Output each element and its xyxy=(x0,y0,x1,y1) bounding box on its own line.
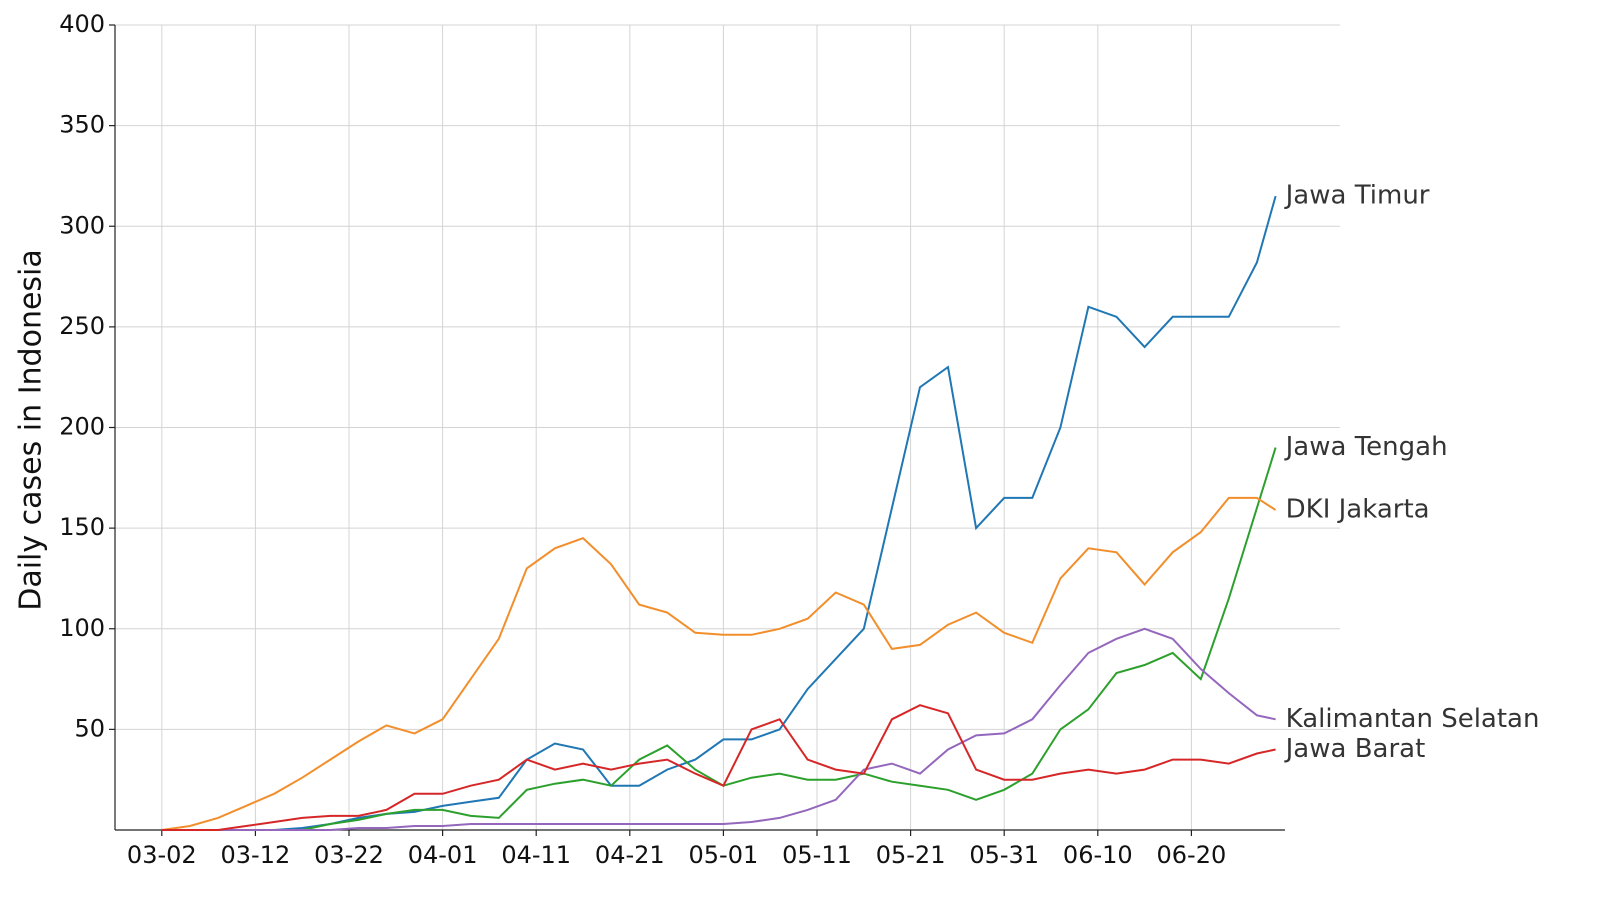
series-line xyxy=(161,195,1277,831)
x-tick-label: 03-12 xyxy=(221,841,291,869)
y-tick-label: 100 xyxy=(59,614,105,642)
y-tick-label: 50 xyxy=(74,714,105,742)
x-tick-label: 05-11 xyxy=(782,841,852,869)
y-axis-label: Daily cases in Indonesia xyxy=(14,249,49,611)
x-tick-label: 05-01 xyxy=(689,841,759,869)
series-line xyxy=(161,627,1276,831)
x-tick-label: 06-20 xyxy=(1157,841,1227,869)
x-tick-label: 04-11 xyxy=(501,841,571,869)
x-tick-label: 05-31 xyxy=(969,841,1039,869)
series-label: Jawa Timur xyxy=(1284,181,1430,211)
x-tick-label: 04-21 xyxy=(595,841,665,869)
series-label: Jawa Tengah xyxy=(1284,432,1448,462)
x-tick-label: 03-22 xyxy=(314,841,384,869)
y-tick-label: 400 xyxy=(59,10,105,38)
x-tick-label: 03-02 xyxy=(127,841,197,869)
x-tick-label: 04-01 xyxy=(408,841,478,869)
series-label: Jawa Barat xyxy=(1284,734,1426,764)
y-tick-label: 300 xyxy=(59,211,105,239)
y-tick-label: 250 xyxy=(59,312,105,340)
y-tick-label: 350 xyxy=(59,111,105,139)
y-tick-label: 200 xyxy=(59,413,105,441)
series-line xyxy=(161,704,1276,831)
y-tick-label: 150 xyxy=(59,513,105,541)
series-label: Kalimantan Selatan xyxy=(1286,704,1540,734)
x-tick-label: 05-21 xyxy=(876,841,946,869)
x-tick-label: 06-10 xyxy=(1063,841,1133,869)
series-label: DKI Jakarta xyxy=(1286,495,1430,525)
series-line xyxy=(161,496,1277,831)
